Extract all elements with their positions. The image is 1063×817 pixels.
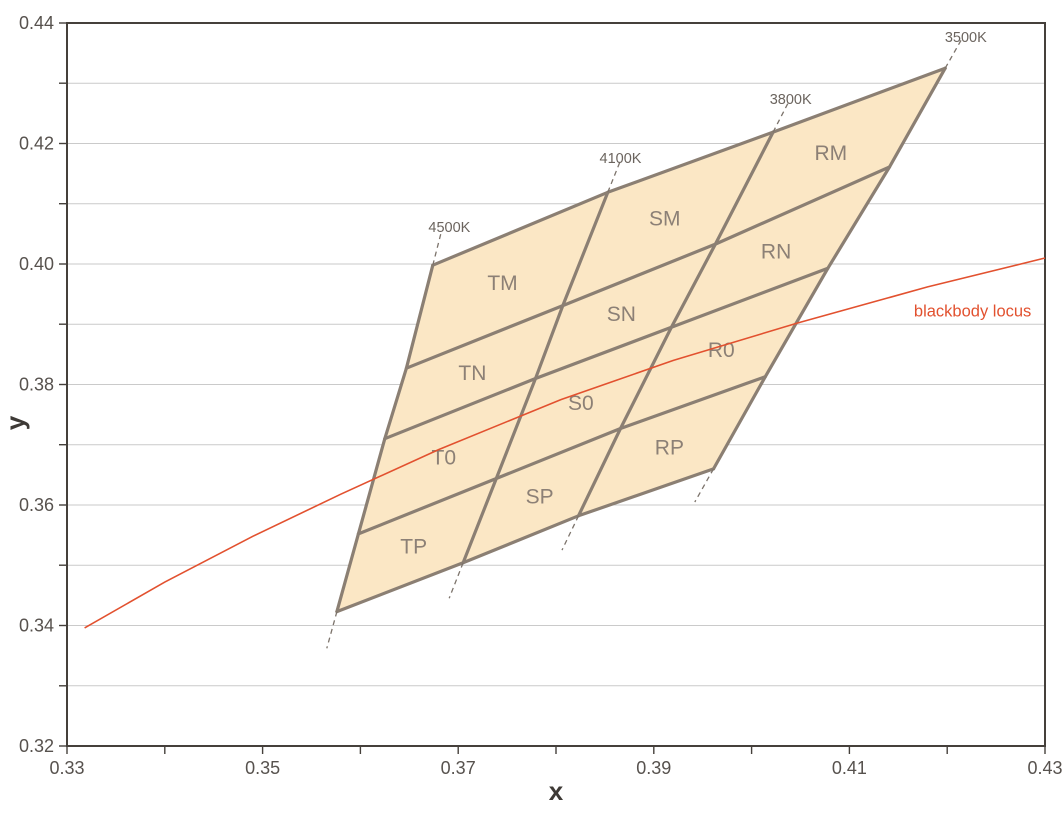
cct-label-4100K: 4100K bbox=[600, 151, 642, 167]
cct-dash-bottom-1 bbox=[448, 562, 464, 599]
cct-dash-top-1 bbox=[607, 160, 622, 193]
cct-label-4500K: 4500K bbox=[428, 220, 470, 236]
cct-dash-top-2 bbox=[772, 101, 790, 133]
y-tick-label-0.44: 0.44 bbox=[19, 13, 54, 33]
bin-label-T0: T0 bbox=[432, 446, 457, 469]
y-tick-label-0.32: 0.32 bbox=[19, 736, 54, 756]
x-tick-label-0.43: 0.43 bbox=[1027, 758, 1062, 778]
x-tick-label-0.33: 0.33 bbox=[49, 758, 84, 778]
bin-label-RM: RM bbox=[814, 142, 847, 165]
x-tick-label-0.37: 0.37 bbox=[441, 758, 476, 778]
bin-label-TM: TM bbox=[487, 272, 517, 295]
bin-label-TP: TP bbox=[400, 536, 427, 559]
bin-label-S0: S0 bbox=[568, 392, 594, 415]
bin-label-SN: SN bbox=[607, 303, 636, 326]
x-tick-label-0.39: 0.39 bbox=[636, 758, 671, 778]
cct-labels: 4500K 4100K 3800K 3500K bbox=[428, 30, 987, 236]
cct-label-3800K: 3800K bbox=[770, 92, 812, 108]
bin-row-boundary-1 bbox=[404, 165, 892, 370]
bin-row-boundary-0 bbox=[431, 66, 947, 267]
cct-dash-top-0 bbox=[432, 232, 442, 266]
y-axis-title: y bbox=[0, 415, 30, 431]
cct-dash-bottom-2 bbox=[561, 515, 580, 551]
y-tick-label-0.38: 0.38 bbox=[19, 375, 54, 395]
x-tick-label-0.35: 0.35 bbox=[245, 758, 280, 778]
bin-label-SP: SP bbox=[526, 485, 554, 508]
bin-row-boundary-2 bbox=[383, 266, 830, 441]
cct-dash-top-3 bbox=[944, 38, 963, 69]
blackbody-locus-curve bbox=[84, 257, 1046, 629]
y-tick-label-0.40: 0.40 bbox=[19, 254, 54, 274]
blackbody-locus-label: blackbody locus bbox=[913, 302, 1032, 321]
bin-labels: TM SM RM TN SN RN T0 S0 R0 TP SP RP bbox=[400, 142, 847, 559]
cct-label-3500K: 3500K bbox=[945, 30, 987, 46]
bin-label-RN: RN bbox=[761, 241, 791, 264]
bin-label-SM: SM bbox=[649, 208, 681, 231]
cct-dash-bottom-3 bbox=[694, 468, 715, 503]
x-axis-title: x bbox=[548, 776, 564, 806]
bin-label-RP: RP bbox=[655, 437, 684, 460]
cct-dash-bottom-0 bbox=[326, 611, 338, 649]
tick-labels: 0.32 0.34 0.36 0.38 0.40 0.42 0.44 0.33 0.35 0.37… bbox=[19, 13, 1063, 778]
cct-dashed-extensions bbox=[326, 38, 963, 649]
bin-grid bbox=[335, 66, 947, 614]
bin-label-R0: R0 bbox=[708, 339, 735, 362]
bin-row-boundary-3 bbox=[356, 375, 767, 536]
y-tick-label-0.34: 0.34 bbox=[19, 616, 54, 636]
axis-ticks bbox=[59, 22, 1046, 754]
y-tick-label-0.36: 0.36 bbox=[19, 495, 54, 515]
bin-row-boundary-4 bbox=[335, 467, 716, 614]
y-tick-label-0.42: 0.42 bbox=[19, 134, 54, 154]
bin-label-TN: TN bbox=[458, 362, 486, 385]
x-tick-label-0.41: 0.41 bbox=[832, 758, 867, 778]
plot-border bbox=[66, 22, 1046, 747]
